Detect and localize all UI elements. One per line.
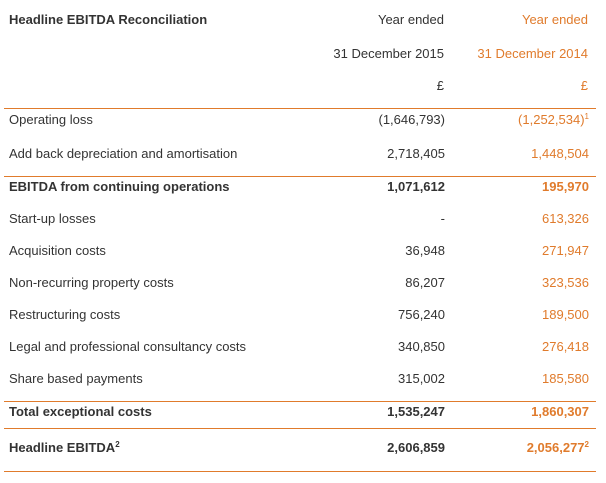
row-legal-costs: Legal and professional consultancy costs… <box>4 332 596 364</box>
row-label: Total exceptional costs <box>9 404 152 419</box>
current-value: 756,240 <box>398 307 445 322</box>
row-label: Add back depreciation and amortisation <box>9 146 238 161</box>
row-share-based-payments: Share based payments 315,002 185,580 <box>4 364 596 396</box>
prior-value: (1,252,534)1 <box>518 112 589 127</box>
row-label: Headline EBITDA2 <box>9 440 120 455</box>
row-label: Operating loss <box>9 112 93 127</box>
current-value: 36,948 <box>405 243 445 258</box>
prior-value: 271,947 <box>542 243 589 258</box>
prior-value: 2,056,2772 <box>526 440 589 455</box>
current-value: 315,002 <box>398 371 445 386</box>
current-value: 340,850 <box>398 339 445 354</box>
row-operating-loss: Operating loss (1,646,793) (1,252,534)1 <box>4 105 596 137</box>
row-headline-ebitda: Headline EBITDA2 2,606,859 2,056,2772 <box>4 433 596 465</box>
current-value: - <box>440 211 445 226</box>
current-value: 86,207 <box>405 275 445 290</box>
current-value: 2,718,405 <box>387 146 445 161</box>
footnote-marker: 1 <box>584 112 589 121</box>
row-property-costs: Non-recurring property costs 86,207 323,… <box>4 268 596 300</box>
current-value: 1,071,612 <box>387 179 445 194</box>
row-start-up-losses: Start-up losses - 613,326 <box>4 204 596 236</box>
row-label: Non-recurring property costs <box>9 275 174 290</box>
prior-value: 189,500 <box>542 307 589 322</box>
exceptional-divider <box>4 401 596 402</box>
prior-value: 276,418 <box>542 339 589 354</box>
row-label: Legal and professional consultancy costs <box>9 339 247 354</box>
row-ebitda-continuing: EBITDA from continuing operations 1,071,… <box>4 172 596 204</box>
current-year-heading: Year ended <box>377 12 444 27</box>
table-header: Headline EBITDA Reconciliation Year ende… <box>0 0 606 108</box>
prior-year-heading: Year ended <box>521 12 588 27</box>
current-year-date: 31 December 2015 <box>333 46 444 61</box>
total-divider <box>4 428 596 429</box>
row-restructuring-costs: Restructuring costs 756,240 189,500 <box>4 300 596 332</box>
row-label: Share based payments <box>9 371 143 386</box>
prior-year-date: 31 December 2014 <box>477 46 588 61</box>
prior-value: 185,580 <box>542 371 589 386</box>
prior-value: 613,326 <box>542 211 589 226</box>
bottom-divider <box>4 471 596 472</box>
current-value: (1,646,793) <box>378 112 446 127</box>
row-label: Start-up losses <box>9 211 96 226</box>
subtotal-divider <box>4 176 596 177</box>
prior-year-currency: £ <box>580 78 588 93</box>
row-depreciation: Add back depreciation and amortisation 2… <box>4 139 596 171</box>
table-title: Headline EBITDA Reconciliation <box>9 12 208 27</box>
row-label: EBITDA from continuing operations <box>9 179 230 194</box>
footnote-marker: 2 <box>115 440 120 449</box>
current-value: 1,535,247 <box>387 404 445 419</box>
prior-value: 323,536 <box>542 275 589 290</box>
row-label: Acquisition costs <box>9 243 106 258</box>
prior-value: 1,860,307 <box>531 404 589 419</box>
row-total-exceptional: Total exceptional costs 1,535,247 1,860,… <box>4 397 596 429</box>
prior-value: 195,970 <box>542 179 589 194</box>
row-label: Restructuring costs <box>9 307 121 322</box>
prior-value: 1,448,504 <box>531 146 589 161</box>
footnote-marker: 2 <box>584 440 589 449</box>
current-value: 2,606,859 <box>387 440 445 455</box>
header-divider <box>4 108 596 109</box>
row-acquisition-costs: Acquisition costs 36,948 271,947 <box>4 236 596 268</box>
current-year-currency: £ <box>436 78 444 93</box>
